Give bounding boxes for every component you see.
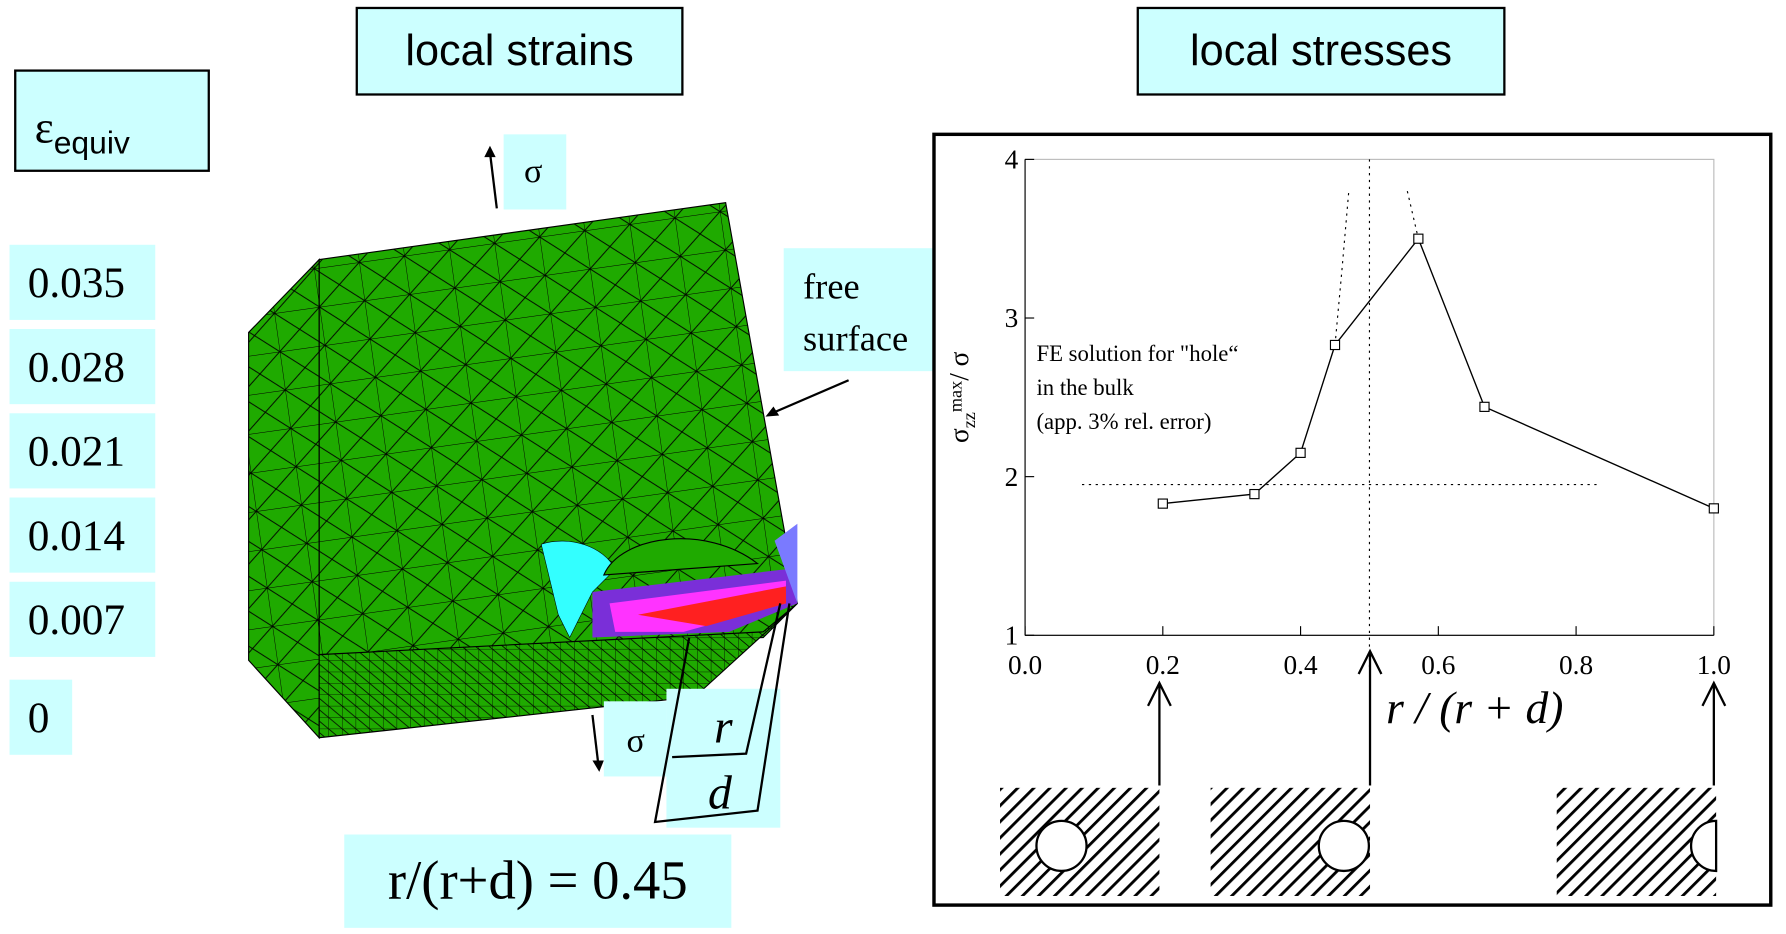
y-label-part: max (945, 381, 965, 412)
x-tick-label: 0.0 (1008, 650, 1042, 680)
y-label-part: zz (959, 412, 979, 428)
ratio-label: r/(r+d) = 0.45 (388, 849, 688, 910)
r-label: r (714, 700, 733, 753)
y-tick-label: 4 (1005, 144, 1019, 174)
slide: εequiv 0.0350.0280.0210.0140.0070 local … (0, 0, 1786, 929)
x-tick-label: 0.4 (1284, 650, 1318, 680)
arrow (490, 153, 497, 209)
data-point (1709, 504, 1718, 513)
arrowhead (484, 146, 495, 157)
data-point (1250, 490, 1259, 499)
data-point (1480, 402, 1489, 411)
free-surface-label: surface (803, 319, 908, 359)
data-point (1158, 499, 1167, 508)
x-axis-label: r / (r + d) (1386, 682, 1563, 733)
panel-title: local stresses (1190, 27, 1452, 75)
hole (1036, 821, 1086, 871)
d-label: d (708, 766, 733, 819)
annotation: FE solution for "hole“ (1036, 341, 1238, 366)
load-label: σ (524, 153, 542, 190)
legend-value: 0.035 (28, 259, 125, 307)
legend-value: 0.021 (28, 428, 125, 476)
free-surface-label: free (803, 266, 860, 306)
legend-value: 0.028 (28, 343, 125, 391)
legend-values: 0.035 0.028 0.021 0.014 0.007 0 (10, 245, 156, 755)
load-label: σ (627, 722, 645, 759)
hole (1319, 821, 1369, 871)
legend-value: 0.014 (28, 512, 125, 560)
x-tick-label: 1.0 (1697, 650, 1731, 680)
panel-title: local strains (405, 27, 633, 75)
annotation: (app. 3% rel. error) (1036, 409, 1211, 434)
x-tick-label: 0.2 (1146, 650, 1180, 680)
y-tick-label: 2 (1005, 462, 1019, 492)
cube-left (249, 260, 320, 738)
arrow (775, 380, 849, 412)
y-label-part: σ (944, 428, 974, 443)
y-label-part: / σ (944, 351, 974, 380)
y-tick-label: 3 (1005, 303, 1019, 333)
x-tick-label: 0.8 (1559, 650, 1593, 680)
data-point (1296, 448, 1305, 457)
legend-value: 0.007 (28, 596, 125, 644)
x-tick-label: 0.6 (1421, 650, 1455, 680)
arrowhead (592, 761, 603, 772)
data-point (1330, 340, 1339, 349)
y-tick-label: 1 (1005, 620, 1019, 650)
legend-value: 0 (28, 694, 50, 742)
arrow (592, 715, 598, 763)
data-point (1414, 234, 1423, 243)
annotation: in the bulk (1036, 375, 1134, 400)
